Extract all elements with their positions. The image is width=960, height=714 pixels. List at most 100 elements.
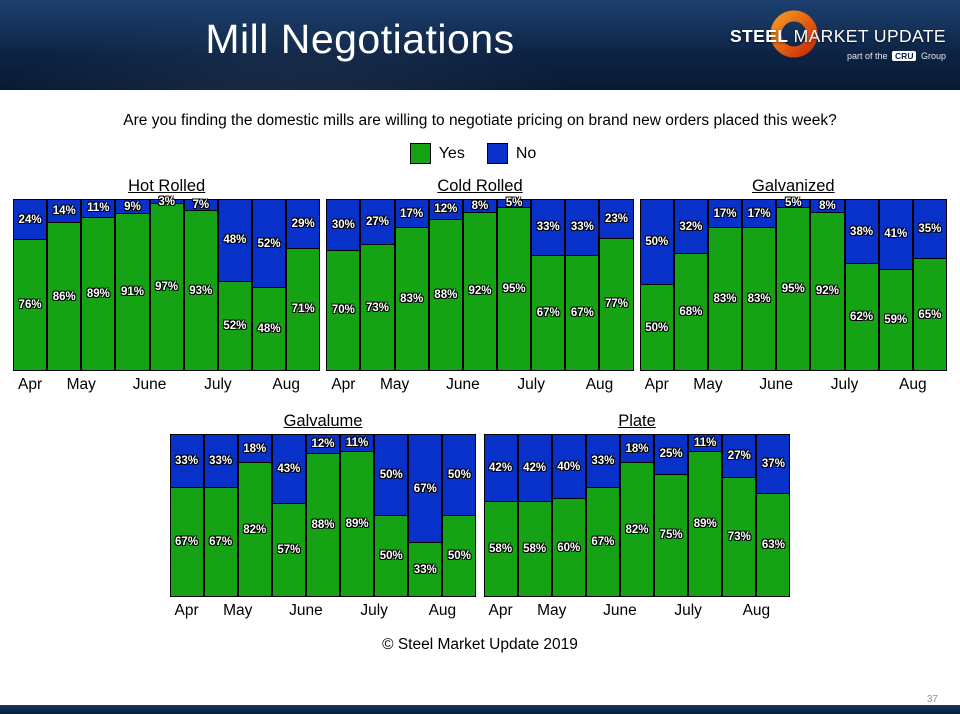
stacked-bar: 23% 77% [599,199,634,371]
value-label: 67% [570,306,594,319]
month-label: May [693,376,723,393]
segment-no: 23% [599,199,634,239]
value-label: 48% [223,234,247,247]
value-label: 27% [366,216,390,229]
value-label: 33% [209,454,233,467]
month-label: June [446,376,480,393]
logo-swoosh-icon [770,10,818,58]
segment-no: 17% [707,199,743,229]
value-label: 95% [781,282,805,295]
value-label: 17% [747,207,771,220]
month-label: May [379,376,410,393]
segment-yes: 59% [878,269,913,371]
segment-no: 11% [340,434,375,452]
value-label: 60% [557,541,581,554]
bottom-strip [0,705,960,714]
logo-text: STEEL MARKET UPDATE [716,26,946,47]
value-label: 25% [659,448,683,461]
value-label: 88% [434,288,458,301]
value-label: 27% [727,450,751,462]
value-label: 29% [291,217,315,230]
segment-yes: 50% [374,515,409,597]
value-label: 89% [86,287,110,300]
month-label: May [537,602,567,619]
value-label: 50% [379,549,403,562]
month-label: Apr [18,376,43,393]
segment-yes: 57% [271,504,306,597]
legend-label-yes: Yes [438,144,465,162]
value-label: 24% [18,213,42,226]
value-label: 86% [52,290,76,303]
stacked-bar: 9% 91% [115,199,150,371]
value-label: 73% [366,301,390,314]
segment-no: 48% [217,199,252,282]
segment-yes: 92% [810,212,845,371]
value-label: 58% [489,543,513,556]
stacked-bar: 67% 33% [408,434,443,597]
month-label: Apr [331,376,356,393]
segment-no: 3% [149,196,184,208]
stacked-bar: 43% 57% [271,434,306,597]
legend-swatch-no [486,143,508,164]
month-label: July [204,376,232,393]
page-number: 37 [926,694,938,705]
value-label: 50% [645,236,669,248]
value-label: 50% [447,468,471,481]
segment-yes: 88% [305,453,341,597]
stacked-bar: 40% 60% [551,434,586,597]
segment-no: 5% [776,197,811,209]
value-label: 88% [311,518,335,531]
value-label: 11% [345,436,369,449]
segment-yes: 50% [639,285,674,371]
segment-yes: 75% [654,474,689,597]
month-label: Aug [899,376,927,393]
stacked-bar: 12% 88% [305,434,341,597]
survey-question: Are you finding the domestic mills are w… [123,112,837,129]
stacked-bar: 8% 92% [462,199,498,371]
segment-no: 8% [462,199,498,213]
value-label: 12% [434,203,458,216]
segment-no: 50% [639,199,674,285]
segment-no: 33% [169,434,204,488]
month-label: July [360,602,388,619]
segment-yes: 71% [286,248,321,371]
value-label: 38% [850,225,874,238]
value-label: 67% [209,535,233,548]
stacked-bar: 11% 89% [81,199,116,371]
month-label: Aug [428,602,457,619]
stacked-bar: 52% 48% [251,199,287,371]
segment-no: 8% [810,199,845,213]
value-label: 35% [918,223,942,236]
value-label: 11% [694,436,717,449]
stacked-bar: 50% 50% [442,434,477,597]
stacked-bar: 25% 75% [654,434,689,597]
value-label: 48% [257,323,281,336]
value-label: 67% [536,306,560,319]
month-label: June [603,602,637,619]
value-label: 23% [605,212,629,225]
legend-label-no: No [515,144,537,162]
segment-yes: 82% [237,463,272,597]
month-label: Aug [272,376,300,393]
segment-no: 33% [565,199,600,256]
value-label: 73% [727,530,751,543]
value-label: 50% [645,321,669,334]
stacked-bar: 27% 73% [360,199,395,371]
value-label: 17% [713,207,737,220]
chart-title: Galvalume [283,412,363,430]
segment-no: 11% [81,199,116,218]
segment-yes: 97% [149,204,184,371]
value-label: 71% [291,303,315,316]
stacked-bar: 5% 95% [776,197,811,371]
charts-row-top: Hot Rolled 24% 76% 14% 86% 11% 89% 9% 91% 3% 97% 7%… [0,177,960,394]
value-label: 33% [175,454,199,467]
month-label: June [759,376,794,393]
value-label: 40% [557,460,581,473]
month-label: June [132,376,167,393]
chart-hot-rolled: Hot Rolled 24% 76% 14% 86% 11% 89% 9% 91% 3% 97% 7%… [13,177,321,394]
stacked-bar: 38% 62% [844,199,879,371]
value-label: 82% [625,523,649,536]
segment-no: 12% [305,434,341,454]
segment-no: 24% [13,199,48,241]
segment-yes: 91% [115,214,150,371]
